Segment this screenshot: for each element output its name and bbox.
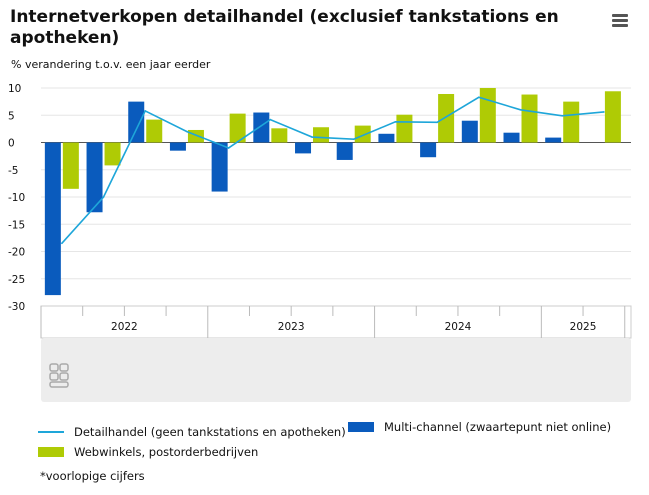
legend-box-swatch bbox=[38, 447, 64, 457]
bar-webwinkels bbox=[146, 119, 163, 143]
line-point bbox=[394, 120, 397, 123]
bar-multichannel bbox=[378, 133, 395, 143]
bar-multichannel bbox=[169, 142, 186, 151]
x-tick-label-year: 2022 bbox=[111, 321, 138, 333]
footnote: *voorlopige cijfers bbox=[40, 469, 145, 483]
line-point bbox=[102, 196, 105, 198]
y-tick-label: -10 bbox=[8, 192, 25, 204]
line-point bbox=[436, 121, 438, 124]
legend-label: Detailhandel (geen tankstations en apoth… bbox=[74, 425, 346, 439]
bar-multichannel bbox=[86, 142, 103, 213]
legend-item-multichannel[interactable]: Multi-channel (zwaartepunt niet online) bbox=[348, 420, 611, 434]
hamburger-menu-icon[interactable] bbox=[612, 14, 628, 28]
bar-webwinkels bbox=[563, 101, 580, 143]
line-point bbox=[227, 147, 230, 149]
bar-multichannel bbox=[44, 142, 61, 296]
bar-webwinkels bbox=[187, 129, 204, 143]
bar-webwinkels bbox=[229, 113, 246, 143]
bar-webwinkels bbox=[354, 125, 371, 143]
x-tick-label-year: 2025 bbox=[570, 321, 597, 333]
cbs-logo-icon bbox=[49, 363, 69, 388]
chart-title: Internetverkopen detailhandel (exclusief… bbox=[10, 7, 559, 48]
line-point bbox=[311, 136, 313, 138]
bar-multichannel bbox=[545, 137, 562, 143]
bar-multichannel bbox=[420, 142, 437, 158]
x-tick-label-year: 2023 bbox=[278, 321, 305, 333]
bar-multichannel bbox=[503, 132, 520, 143]
line-point bbox=[61, 242, 63, 245]
chart-plot: 10 5 0 -5 -10 -15 -20 -25 -30 2022 2023 2024 2025 bbox=[8, 83, 632, 402]
y-tick-label: -15 bbox=[8, 219, 25, 231]
bar-webwinkels bbox=[438, 93, 455, 143]
bar-multichannel bbox=[128, 101, 145, 143]
y-tick-label: -5 bbox=[8, 165, 18, 177]
line-point bbox=[519, 109, 522, 111]
bar-webwinkels bbox=[396, 114, 413, 143]
line-point bbox=[269, 118, 272, 121]
line-detailhandel bbox=[61, 96, 604, 244]
legend-label: Webwinkels, postorderbedrijven bbox=[74, 445, 259, 459]
line-point bbox=[603, 111, 605, 113]
logo-block bbox=[49, 363, 59, 372]
bar-webwinkels bbox=[604, 91, 621, 143]
y-tick-label: 0 bbox=[8, 138, 15, 150]
bar-webwinkels bbox=[271, 128, 288, 143]
bar-webwinkels bbox=[313, 127, 330, 143]
bar-multichannel bbox=[336, 142, 353, 160]
bar-webwinkels bbox=[62, 142, 79, 189]
bar-multichannel bbox=[253, 112, 270, 143]
y-tick-label: -30 bbox=[8, 301, 25, 313]
line-point bbox=[561, 114, 564, 117]
legend-box-swatch bbox=[348, 422, 374, 432]
line-point bbox=[352, 138, 355, 141]
bar-webwinkels bbox=[521, 94, 538, 143]
bar-webwinkels bbox=[479, 88, 496, 143]
line-point bbox=[478, 96, 480, 99]
logo-block bbox=[49, 381, 69, 388]
line-point bbox=[186, 130, 188, 133]
bar-multichannel bbox=[295, 142, 312, 154]
navigator-panel bbox=[41, 338, 631, 402]
legend-item-detailhandel[interactable]: Detailhandel (geen tankstations en apoth… bbox=[38, 425, 346, 439]
y-tick-label: -25 bbox=[8, 274, 25, 286]
x-tick-label-year: 2024 bbox=[445, 321, 472, 333]
logo-block bbox=[49, 372, 59, 381]
line-point bbox=[144, 110, 147, 112]
y-tick-label: 5 bbox=[8, 110, 15, 122]
legend-item-webwinkels[interactable]: Webwinkels, postorderbedrijven bbox=[38, 445, 258, 459]
y-tick-label: -20 bbox=[8, 247, 25, 259]
bar-webwinkels bbox=[104, 142, 121, 166]
legend-label: Multi-channel (zwaartepunt niet online) bbox=[384, 420, 612, 434]
bar-multichannel bbox=[461, 120, 478, 143]
y-axis-label: % verandering t.o.v. een jaar eerder bbox=[11, 58, 211, 71]
logo-block bbox=[59, 363, 69, 372]
legend-line-swatch bbox=[38, 431, 64, 433]
y-tick-label: 10 bbox=[8, 83, 21, 95]
logo-block bbox=[59, 372, 69, 381]
bar-multichannel bbox=[211, 142, 228, 192]
